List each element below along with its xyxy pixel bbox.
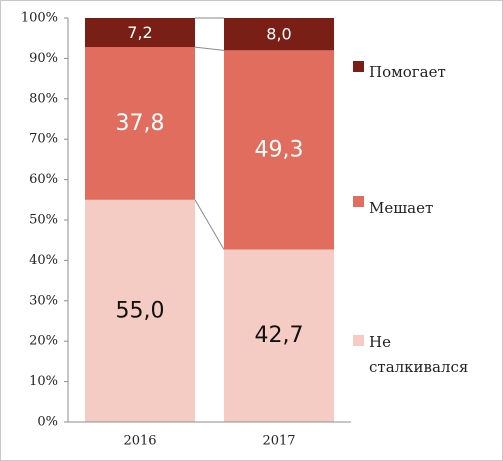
bar-segment [224, 50, 334, 250]
legend-item: Помогает [353, 61, 446, 81]
bar-segment [85, 18, 195, 48]
y-tick-label: 80% [29, 91, 58, 106]
connector-line [194, 199, 225, 250]
bar-segment [224, 249, 334, 422]
bar-segment [85, 199, 195, 422]
legend-item: Не сталкивался [353, 333, 468, 376]
bars [85, 18, 334, 422]
y-tick-label: 30% [29, 293, 58, 308]
legend-swatch [353, 196, 364, 207]
data-label: 42,7 [255, 323, 304, 348]
y-tick-label: 20% [29, 334, 58, 349]
bar-segment [85, 47, 195, 200]
data-labels: 55,0 37,8 7,2 42,7 49,3 8,0 [116, 23, 304, 348]
legend-swatch [353, 61, 364, 72]
legend: Помогает Мешает Не сталкивался [353, 61, 468, 376]
data-label: 8,0 [266, 25, 291, 44]
bar-segment [224, 18, 334, 51]
data-label: 37,8 [116, 111, 165, 136]
legend-label: Мешает [369, 199, 433, 217]
x-tick-label: 2017 [262, 434, 295, 449]
connector-lines [194, 17, 225, 250]
data-label: 7,2 [127, 23, 152, 42]
data-label: 49,3 [255, 137, 304, 162]
data-label: 55,0 [116, 298, 165, 323]
y-tick-label: 0% [37, 415, 58, 430]
y-tick-label: 70% [29, 132, 58, 147]
x-tick-label: 2016 [123, 434, 156, 449]
y-tick-label: 10% [29, 374, 58, 389]
legend-label: Помогает [369, 63, 446, 81]
y-tick-label: 60% [29, 172, 58, 187]
y-tick-label: 50% [29, 213, 58, 228]
y-tick-label: 100% [21, 11, 58, 26]
connector-line [194, 46, 225, 51]
legend-label: Не сталкивался [369, 333, 468, 376]
y-tick-label: 90% [29, 51, 58, 66]
legend-item: Мешает [353, 196, 433, 217]
legend-swatch [353, 335, 364, 346]
y-tick-label: 40% [29, 253, 58, 268]
axes: 0% 10% 20% 30% 40% 50% 60% 70% 80% 90% 100% 2016 201… [21, 11, 351, 449]
